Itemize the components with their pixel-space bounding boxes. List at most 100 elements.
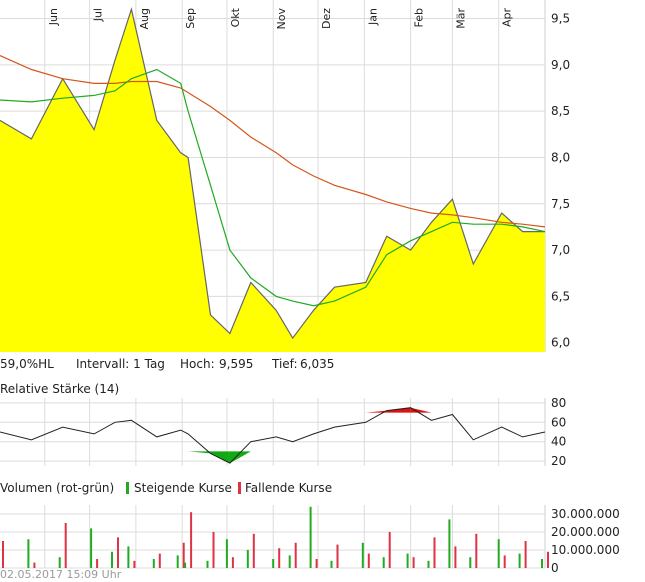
- volume-bar-down: [524, 541, 527, 568]
- hl-ratio: 59,0%HL: [0, 357, 54, 371]
- volume-bar-up: [58, 557, 61, 568]
- rsi-y-axis: 80 60 40 20: [551, 396, 566, 468]
- legend-down-label: Fallende Kurse: [245, 481, 332, 495]
- month-label: Aug: [138, 8, 151, 29]
- volume-bar-up: [497, 539, 500, 568]
- volume-bar-down: [96, 559, 99, 568]
- volume-bar-down: [117, 537, 119, 568]
- price-line: [0, 7, 545, 340]
- price-tick-label: 8,0: [551, 150, 570, 164]
- volume-bar-up: [330, 560, 333, 568]
- volume-bar-down: [294, 542, 297, 568]
- legend-down-swatch: [238, 482, 241, 494]
- volume-bar-down: [182, 542, 185, 568]
- volume-bar-up: [309, 506, 312, 568]
- volume-bar-down: [190, 512, 193, 568]
- volume-bar-down: [454, 546, 457, 568]
- month-label: Jul: [92, 8, 105, 22]
- volume-bar-up: [288, 555, 291, 568]
- timestamp: 02.05.2017 15:09 Uhr: [0, 568, 122, 581]
- volume-bar-up: [225, 539, 228, 568]
- price-tick-label: 6,5: [551, 289, 570, 303]
- volume-bar-down: [503, 555, 506, 568]
- moving-average-long: [0, 55, 546, 228]
- rsi-oversold-fill: [188, 451, 211, 454]
- month-label: Sep: [184, 8, 197, 29]
- volume-tick-label: 30.000.000: [551, 507, 620, 521]
- month-label: Feb: [413, 8, 426, 27]
- volume-bar-down: [433, 537, 436, 568]
- legend-up-label: Steigende Kurse: [134, 481, 232, 495]
- volume-y-axis: 30.000.000 20.000.000 10.000.000 0: [551, 507, 620, 575]
- rsi-tick-label: 60: [551, 415, 566, 429]
- volume-tick-label: 10.000.000: [551, 543, 620, 557]
- month-axis: Jun Jul Aug Sep Okt Nov Dez Jan Feb Mär Apr: [47, 7, 514, 29]
- month-label: Mär: [454, 8, 467, 29]
- volume-bar-down: [412, 557, 415, 568]
- volume-bar-down: [252, 533, 255, 568]
- volume-bar-down: [336, 544, 339, 568]
- volume-bar-down: [367, 553, 370, 568]
- volume-bar-up: [246, 550, 249, 568]
- volume-bar-down: [212, 532, 215, 568]
- volume-bar-down: [64, 523, 67, 568]
- volume-tick-label: 0: [551, 561, 559, 575]
- month-label: Okt: [229, 7, 242, 27]
- volume-bar-up: [541, 559, 543, 568]
- volume-bar-up: [427, 560, 430, 568]
- price-tick-label: 9,0: [551, 58, 570, 72]
- price-y-axis: 9,5 9,0 8,5 8,0 7,5 7,0 6,5 6,0: [551, 12, 570, 350]
- volume-bar-down: [278, 548, 281, 568]
- low-value: 6,035: [300, 357, 334, 371]
- low-label: Tief:: [271, 357, 298, 371]
- volume-bar-up: [469, 557, 472, 568]
- volume-bar-down: [2, 541, 4, 568]
- volume-bar-up: [176, 555, 179, 568]
- month-label: Jun: [47, 8, 60, 26]
- volume-bar-down: [388, 532, 391, 568]
- volume-bar-down: [133, 560, 136, 568]
- price-tick-label: 7,0: [551, 243, 570, 257]
- month-label: Nov: [275, 8, 288, 30]
- volume-bar-down: [547, 551, 549, 568]
- volume-bar-up: [206, 560, 209, 568]
- price-tick-label: 6,0: [551, 336, 570, 350]
- volume-bar-up: [184, 562, 187, 568]
- rsi-tick-label: 40: [551, 435, 566, 449]
- month-label: Dez: [320, 8, 333, 29]
- volume-bar-down: [475, 533, 478, 568]
- volume-bar-up: [111, 551, 113, 568]
- price-tick-label: 8,5: [551, 104, 570, 118]
- month-label: Jan: [366, 8, 379, 26]
- price-area: [0, 9, 545, 353]
- volume-bar-down: [315, 559, 318, 568]
- volume-title: Volumen (rot-grün): [0, 481, 114, 495]
- price-tick-label: 7,5: [551, 197, 570, 211]
- price-tick-label: 9,5: [551, 12, 570, 26]
- rsi-tick-label: 80: [551, 396, 566, 410]
- high-label: Hoch:: [180, 357, 215, 371]
- volume-bar-up: [90, 528, 93, 568]
- volume-bar-up: [406, 553, 409, 568]
- high-value: 9,595: [219, 357, 253, 371]
- rsi-title: Relative Stärke (14): [0, 382, 119, 396]
- volume-bar-up: [382, 557, 385, 568]
- volume-bar-down: [158, 553, 161, 568]
- interval-label: Intervall: 1 Tag: [76, 357, 165, 371]
- volume-bar-up: [152, 559, 155, 568]
- rsi-overbought-fill: [365, 410, 387, 413]
- volume-tick-label: 20.000.000: [551, 525, 620, 539]
- volume-bar-up: [518, 553, 521, 568]
- volume-bar-up: [361, 542, 364, 568]
- rsi-overbought-fill: [386, 407, 411, 413]
- volume-bar-up: [272, 559, 275, 568]
- volume-bar-up: [127, 546, 130, 568]
- legend-up-swatch: [126, 482, 129, 494]
- price-panel: [0, 7, 546, 353]
- volume-panel: [2, 506, 549, 568]
- rsi-oversold-fill: [229, 451, 251, 464]
- moving-average-short: [0, 68, 546, 307]
- volume-bar-down: [33, 562, 36, 568]
- rsi-tick-label: 20: [551, 454, 566, 468]
